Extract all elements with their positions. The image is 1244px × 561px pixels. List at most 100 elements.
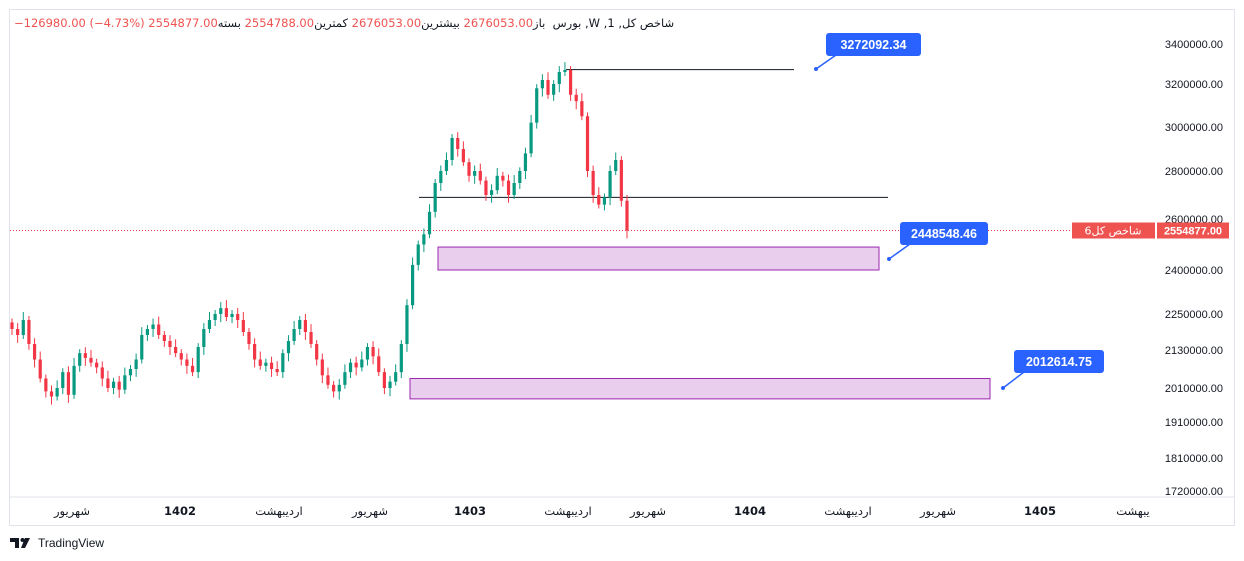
candle-body: [416, 244, 420, 265]
callout-label: 2448548.46: [911, 227, 977, 241]
candle-body: [123, 375, 127, 390]
candle-body: [388, 381, 392, 388]
candle-body: [117, 381, 121, 390]
candle-body: [303, 320, 307, 332]
candle-body: [264, 362, 268, 366]
candle-body: [292, 329, 296, 341]
candle-body: [253, 344, 257, 360]
candle-body: [100, 367, 104, 379]
tradingview-branding[interactable]: TradingView: [10, 533, 104, 553]
candle-body: [444, 160, 449, 171]
candle-body: [585, 116, 590, 171]
callout-anchor: [887, 257, 891, 261]
callout-box[interactable]: [900, 222, 988, 245]
candle-body: [597, 195, 601, 205]
y-tick-label: 2130000.00: [1165, 345, 1223, 357]
candle-body: [151, 324, 155, 329]
x-tick-label: یبهشت: [1116, 504, 1150, 518]
candle-body: [21, 320, 25, 335]
close-value: 2554877.00: [148, 16, 218, 30]
x-tick-label: شهریور: [629, 504, 666, 519]
candle-body: [580, 101, 584, 117]
symbol-header: شاخص کل, 1, W, بورس باز2676053.00 بیشتری…: [14, 16, 675, 30]
candle-body: [450, 138, 454, 160]
candle-body: [518, 171, 522, 183]
callout-box[interactable]: [1014, 350, 1104, 373]
candle-body: [456, 138, 460, 149]
open-value: 2676053.00: [463, 16, 534, 30]
candle-body: [614, 160, 618, 171]
candle-body: [332, 384, 336, 392]
low-label: کمترین: [314, 16, 348, 30]
candle-body: [174, 347, 178, 354]
candle-body: [506, 180, 511, 195]
candle-body: [619, 160, 623, 201]
y-tick-label: 2800000.00: [1165, 166, 1223, 178]
candle-body: [410, 264, 415, 306]
candle-body: [27, 320, 31, 344]
candle-body: [439, 171, 443, 183]
candle-body: [427, 211, 432, 235]
y-tick-label: 2250000.00: [1165, 309, 1223, 321]
candle-body: [269, 362, 274, 369]
candle-body: [224, 308, 229, 317]
candle-body: [563, 70, 567, 72]
last-price-tag: [1157, 222, 1229, 239]
callout-label: 3272092.34: [840, 38, 906, 52]
candle-body: [55, 388, 59, 397]
candle-body: [365, 347, 370, 360]
callout-box[interactable]: [826, 33, 921, 56]
y-tick-label: 1810000.00: [1165, 453, 1223, 465]
candle-body: [128, 369, 133, 376]
candle-body: [179, 353, 183, 360]
candle-body: [202, 329, 206, 347]
candle-body: [72, 365, 76, 395]
callout-label: 2012614.75: [1026, 355, 1092, 369]
candle-body: [394, 372, 398, 382]
y-tick-label: 3400000.00: [1165, 39, 1223, 51]
candle-body: [185, 359, 189, 366]
callout-leader: [1002, 371, 1025, 389]
x-tick-label: 1405: [1024, 504, 1056, 518]
candle-body: [433, 183, 437, 212]
candle-body: [343, 372, 347, 385]
candle-body: [190, 365, 195, 373]
callout-leader: [815, 54, 837, 70]
candle-body: [258, 359, 262, 366]
candle-body: [360, 359, 364, 368]
candle-body: [348, 362, 353, 373]
low-value: 2554788.00: [244, 16, 315, 30]
candle-body: [275, 369, 279, 373]
x-tick-label: 1404: [734, 504, 766, 518]
candle-body: [574, 94, 578, 102]
x-tick-label: شهریور: [53, 504, 90, 519]
candle-body: [236, 314, 240, 320]
candle-body: [461, 149, 465, 163]
candle-body: [213, 314, 217, 320]
candle-body: [473, 171, 477, 176]
candle-body: [157, 324, 161, 335]
candle-body: [162, 335, 166, 341]
support-zone[interactable]: [437, 246, 880, 271]
candle-body: [523, 153, 528, 171]
callout-leader: [888, 243, 911, 260]
candle-body: [495, 175, 499, 191]
candle-body: [552, 84, 556, 95]
candle-body: [10, 322, 14, 329]
candle-body: [32, 344, 37, 360]
candle-body: [44, 378, 48, 392]
candle-body: [49, 391, 54, 397]
last-price-value: 2554877.00: [1164, 226, 1222, 238]
candle-body: [66, 372, 71, 395]
symbol-tag-box: [1072, 222, 1155, 239]
candle-body: [478, 171, 482, 181]
candle-body: [489, 190, 494, 195]
candle-body: [83, 353, 87, 358]
x-tick-label: 1403: [454, 504, 486, 518]
candle-body: [326, 375, 330, 385]
support-zone[interactable]: [409, 378, 991, 400]
candle-body: [111, 381, 116, 388]
candle-body: [405, 305, 409, 344]
candle-body: [89, 357, 93, 363]
